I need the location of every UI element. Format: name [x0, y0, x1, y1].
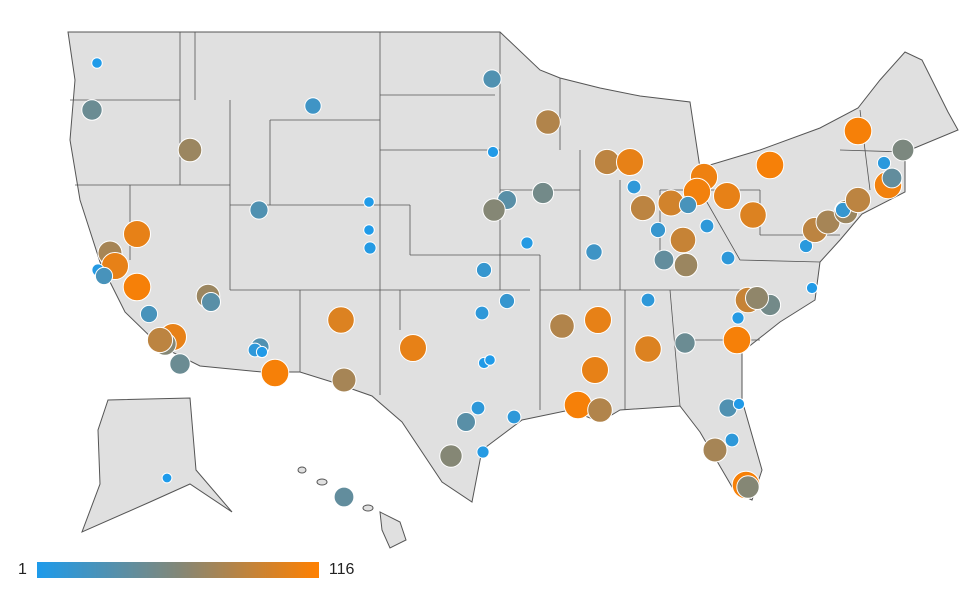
city-bubble[interactable] [363, 196, 375, 208]
city-bubble[interactable] [739, 201, 767, 229]
city-bubble[interactable] [498, 292, 516, 310]
city-bubble[interactable] [634, 335, 662, 363]
city-bubble[interactable] [476, 445, 490, 459]
color-legend: 1 116 [18, 560, 354, 580]
city-bubble[interactable] [563, 390, 593, 420]
city-bubble[interactable] [649, 221, 667, 239]
city-bubble[interactable] [363, 241, 377, 255]
city-bubble[interactable] [736, 475, 760, 499]
city-bubble[interactable] [122, 272, 152, 302]
city-bubble[interactable] [549, 313, 575, 339]
city-bubble[interactable] [745, 286, 769, 310]
city-bubble[interactable] [653, 249, 675, 271]
city-bubble[interactable] [255, 345, 269, 359]
city-bubble[interactable] [474, 305, 490, 321]
city-bubble[interactable] [731, 311, 745, 325]
legend-gradient-bar [36, 562, 319, 578]
city-bubble[interactable] [486, 145, 500, 159]
city-bubble[interactable] [722, 325, 752, 355]
city-bubble[interactable] [146, 326, 174, 354]
city-bubble[interactable] [724, 432, 740, 448]
city-bubble[interactable] [640, 292, 656, 308]
city-bubbles [81, 57, 915, 508]
city-bubble[interactable] [161, 472, 173, 484]
city-bubble[interactable] [843, 116, 873, 146]
city-bubble[interactable] [702, 437, 728, 463]
city-bubble[interactable] [304, 97, 322, 115]
city-bubble[interactable] [439, 444, 463, 468]
state-borders [70, 32, 906, 410]
city-bubble[interactable] [531, 181, 555, 205]
city-bubble[interactable] [81, 99, 103, 121]
city-bubble[interactable] [669, 226, 697, 254]
city-bubble[interactable] [506, 409, 522, 425]
city-bubble[interactable] [91, 57, 103, 69]
city-bubble[interactable] [876, 155, 892, 171]
city-bubble[interactable] [520, 236, 534, 250]
city-bubble[interactable] [881, 167, 903, 189]
alaska [81, 397, 233, 533]
continental-us [67, 31, 959, 503]
city-bubble[interactable] [139, 304, 159, 324]
city-bubble[interactable] [673, 252, 699, 278]
city-bubble[interactable] [470, 400, 486, 416]
city-bubble[interactable] [585, 243, 603, 261]
city-bubble[interactable] [755, 150, 785, 180]
city-bubble[interactable] [94, 266, 114, 286]
city-bubble[interactable] [616, 148, 644, 176]
city-bubble[interactable] [177, 137, 203, 163]
legend-min-label: 1 [18, 561, 27, 578]
city-bubble[interactable] [123, 220, 151, 248]
city-bubble[interactable] [475, 261, 493, 279]
city-bubble[interactable] [327, 306, 355, 334]
city-bubble[interactable] [844, 186, 872, 214]
city-bubble[interactable] [399, 334, 427, 362]
city-bubble[interactable] [593, 148, 621, 176]
city-bubble[interactable] [249, 200, 269, 220]
city-bubble[interactable] [456, 412, 476, 432]
city-bubble[interactable] [169, 353, 191, 375]
city-bubble[interactable] [732, 397, 746, 411]
city-bubble[interactable] [678, 195, 698, 215]
city-bubble[interactable] [805, 281, 819, 295]
city-bubble[interactable] [535, 109, 561, 135]
city-bubble[interactable] [626, 179, 642, 195]
city-bubble[interactable] [581, 356, 609, 384]
city-bubble[interactable] [720, 250, 736, 266]
hawaii [297, 466, 407, 549]
city-bubble[interactable] [260, 358, 290, 388]
city-bubble[interactable] [584, 306, 612, 334]
city-bubble[interactable] [333, 486, 355, 508]
city-bubble[interactable] [674, 332, 696, 354]
city-bubble[interactable] [484, 354, 496, 366]
city-bubble[interactable] [699, 218, 715, 234]
city-bubble[interactable] [482, 198, 506, 222]
city-bubble[interactable] [482, 69, 502, 89]
city-bubble[interactable] [891, 138, 915, 162]
city-bubble[interactable] [629, 194, 657, 222]
city-bubble[interactable] [363, 224, 375, 236]
city-bubble[interactable] [331, 367, 357, 393]
continental-us-outline [67, 31, 959, 503]
city-bubble[interactable] [201, 292, 221, 312]
legend-max-label: 116 [328, 561, 355, 578]
city-bubble[interactable] [713, 182, 741, 210]
city-bubble[interactable] [587, 397, 613, 423]
